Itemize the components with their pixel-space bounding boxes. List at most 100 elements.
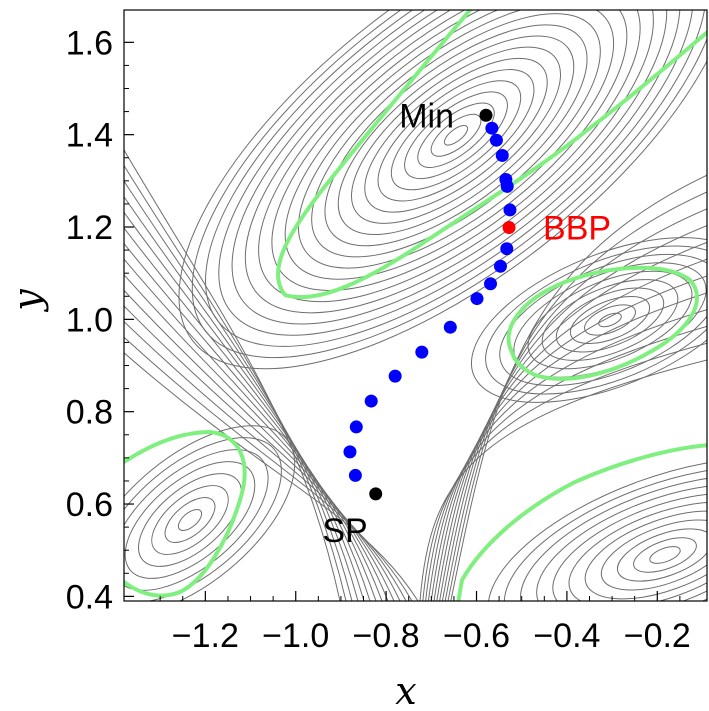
contour-ellipse-min — [364, 57, 548, 213]
path-points — [343, 121, 517, 482]
green-curve-right-loop — [506, 265, 699, 381]
y-tick-label: 1.0 — [66, 301, 113, 339]
contour-saddle-line — [444, 208, 707, 601]
point-bbp — [502, 220, 516, 234]
contour-ellipse-min — [324, 24, 588, 247]
y-tick-label: 1.2 — [66, 209, 113, 247]
contour-field: Min BBP SP — [124, 10, 707, 601]
contour-saddle-line — [124, 321, 407, 601]
path-point — [503, 203, 517, 217]
contour-ellipse-right — [527, 270, 693, 370]
contour-ellipse-min — [284, 10, 628, 280]
contour-ellipse-lower-left — [124, 449, 269, 591]
contour-saddle-line — [419, 359, 707, 601]
contour-ellipse-lower-right — [536, 483, 707, 601]
contour-ellipse-min — [271, 10, 641, 291]
contour-ellipse-min — [297, 10, 615, 269]
path-point — [485, 121, 499, 135]
contour-ellipse-right — [584, 304, 636, 336]
path-point — [348, 468, 362, 482]
contour-saddle-line — [427, 309, 707, 601]
path-point — [415, 345, 429, 359]
contour-ellipse-lower-right — [487, 457, 707, 601]
y-axis-title: y — [5, 289, 49, 313]
path-point — [499, 172, 513, 186]
y-axis-ticks: 0.4 0.6 0.8 1.0 1.2 1.4 1.6 — [66, 24, 134, 616]
path-point — [388, 369, 402, 383]
contour-saddle-line — [441, 225, 707, 601]
contour-ellipse-min — [351, 46, 562, 224]
label-min: Min — [399, 97, 454, 135]
contour-ellipse-lower-left — [137, 473, 243, 567]
contour-ellipse-lower-left — [164, 497, 216, 543]
contour-ellipse-right — [555, 287, 665, 353]
path-point — [343, 445, 357, 459]
plot-border — [123, 9, 708, 602]
contour-saddle-line — [422, 342, 707, 601]
contour-ellipse-min — [231, 10, 681, 325]
contour-ellipse-min — [337, 35, 575, 236]
path-point — [493, 259, 507, 273]
contour-saddle-line — [433, 275, 707, 601]
contour-ellipse-lower-right — [584, 510, 707, 600]
contour-ellipse-lower-right — [633, 537, 697, 573]
contour-saddle-line — [124, 180, 353, 601]
contour-ellipse-lower-left — [124, 461, 256, 579]
contour-ellipse-right — [499, 253, 707, 387]
x-tick-label: −0.8 — [353, 617, 420, 655]
contour-ellipse-min — [404, 91, 508, 180]
contour-saddle-line — [124, 165, 347, 601]
x-tick-label: −0.4 — [533, 617, 600, 655]
label-sp: SP — [322, 512, 367, 550]
contour-ellipse-min — [258, 10, 654, 303]
x-axis-ticks: −1.2 −1.0 −0.8 −0.6 −0.4 −0.2 — [159, 591, 691, 655]
x-tick-label: −1.0 — [262, 617, 329, 655]
contour-ellipse-lower-right — [503, 466, 707, 601]
contour-ellipse-lower-left — [151, 485, 229, 555]
contour-ellipse-min — [218, 10, 694, 336]
contour-lines — [124, 10, 707, 601]
contour-ellipse-min — [377, 69, 535, 202]
contour-saddle-line — [436, 258, 707, 601]
plot-frame — [123, 9, 708, 602]
contour-ellipse-lower-right — [649, 546, 681, 564]
contour-saddle-line — [124, 243, 377, 601]
path-point — [364, 394, 378, 408]
contour-ellipse-lower-right — [568, 501, 707, 601]
contour-ellipse-right — [541, 279, 679, 361]
contour-ellipse-lower-right — [552, 492, 707, 601]
contour-saddle-line — [124, 196, 359, 601]
x-tick-label: −1.2 — [172, 617, 239, 655]
label-bbp: BBP — [543, 209, 611, 247]
x-tick-label: −0.2 — [624, 617, 691, 655]
y-tick-label: 0.6 — [66, 486, 113, 524]
contour-ellipse-right — [598, 312, 622, 328]
y-tick-label: 0.4 — [66, 578, 113, 616]
x-axis-title: x — [395, 669, 416, 711]
green-curve-lower-left — [124, 430, 247, 598]
green-curve-lower-right — [456, 443, 707, 601]
contour-saddle-line — [124, 290, 395, 601]
x-tick-label: −0.6 — [443, 617, 510, 655]
contour-ellipse-min — [443, 124, 469, 146]
contour-saddle-line — [124, 149, 341, 601]
contour-ellipse-min — [244, 10, 668, 314]
contour-ellipse-lower-right — [520, 475, 707, 601]
contour-ellipse-right — [569, 295, 651, 345]
contour-saddle-line — [447, 191, 707, 601]
path-point — [484, 277, 498, 291]
contour-ellipse-lower-right — [600, 519, 707, 591]
contour-saddle-line — [124, 227, 371, 601]
y-tick-label: 1.4 — [66, 117, 113, 155]
path-point — [495, 148, 509, 162]
y-tick-label: 1.6 — [66, 24, 113, 62]
green-curve-upper — [275, 10, 707, 300]
contour-ellipse-lower-left — [177, 509, 203, 531]
contour-saddle-line — [439, 241, 707, 601]
contour-ellipse-right — [485, 245, 707, 395]
point-sp — [369, 487, 383, 501]
contour-saddle-line — [450, 174, 707, 601]
contour-ellipse-lower-right — [616, 528, 707, 582]
contour-ellipse-min — [417, 102, 495, 168]
